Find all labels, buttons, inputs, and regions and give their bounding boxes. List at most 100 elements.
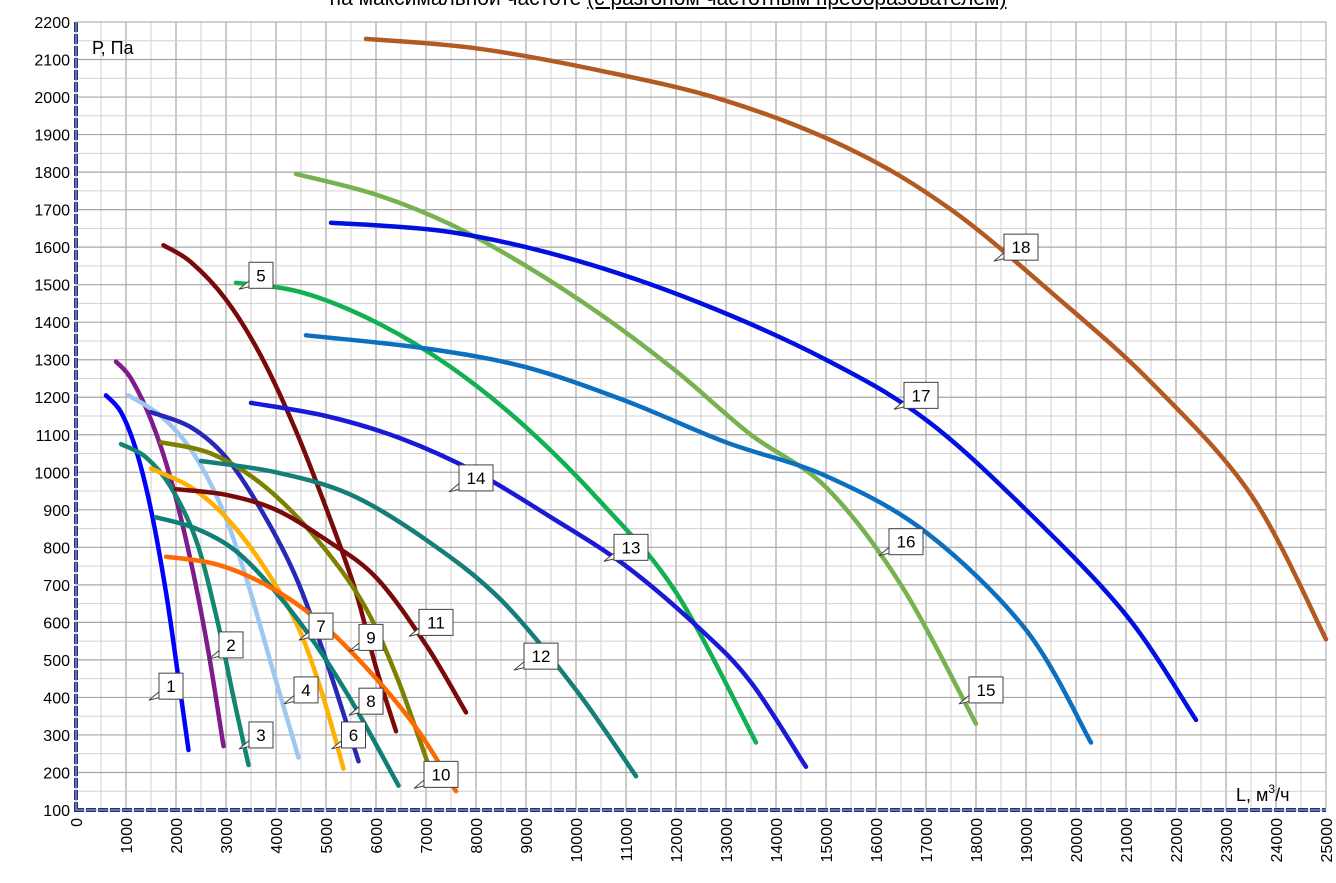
series-label: 11 xyxy=(427,613,445,632)
series-callout-16: 16 xyxy=(878,528,924,557)
x-axis-label-sup: 3 xyxy=(1268,782,1275,796)
series-label: 17 xyxy=(912,386,931,405)
x-tick-label: 17000 xyxy=(919,818,936,863)
callout-box xyxy=(418,608,454,636)
x-tick-label: 16000 xyxy=(869,818,886,863)
x-tick-label: 13000 xyxy=(719,818,736,863)
series-label: 5 xyxy=(256,266,265,285)
y-tick-label: 100 xyxy=(43,803,70,820)
series-line-4 xyxy=(126,393,301,760)
x-tick-label: 21000 xyxy=(1119,818,1136,863)
chart-title: на максимальной частоте (с разгоном част… xyxy=(0,0,1336,11)
y-tick-label: 1700 xyxy=(34,203,70,220)
y-tick-label: 2200 xyxy=(34,15,70,32)
series-line-13 xyxy=(233,280,759,745)
series-callout-15: 15 xyxy=(958,676,1004,705)
series-callout-5: 5 xyxy=(238,261,274,290)
series-label: 2 xyxy=(226,636,235,655)
callout-box xyxy=(293,676,319,704)
grid xyxy=(75,21,1327,811)
series-label: 10 xyxy=(432,765,451,784)
y-tick-label: 1500 xyxy=(34,278,70,295)
chart-title-underlined: (с разгоном частотным преобразователем) xyxy=(587,0,1006,10)
callout-box xyxy=(423,760,459,788)
series-line-11 xyxy=(173,486,469,715)
x-tick-label: 19000 xyxy=(1019,818,1036,863)
series-line-7 xyxy=(148,466,346,771)
x-tick-label: 12000 xyxy=(669,818,686,863)
series-label: 6 xyxy=(349,726,358,745)
series-callout-12: 12 xyxy=(513,642,559,671)
x-tick-label: 14000 xyxy=(769,818,786,863)
callout-box xyxy=(248,261,274,289)
series-line-3 xyxy=(118,441,251,768)
x-tick-label: 22000 xyxy=(1169,818,1186,863)
series-label: 18 xyxy=(1012,238,1031,257)
y-tick-label: 1300 xyxy=(34,353,70,370)
callout-box xyxy=(341,721,366,749)
series-label: 4 xyxy=(301,681,310,700)
series-line-6 xyxy=(148,409,361,764)
callout-box xyxy=(968,676,1004,704)
y-tick-label: 1900 xyxy=(34,128,70,145)
x-tick-label: 23000 xyxy=(1219,818,1236,863)
callout-box xyxy=(358,623,384,651)
series-label: 15 xyxy=(977,681,996,700)
y-tick-label: 600 xyxy=(43,615,70,632)
series-callout-18: 18 xyxy=(993,233,1039,262)
y-tick-label: 900 xyxy=(43,503,70,520)
series-label: 8 xyxy=(366,692,375,711)
callout-box xyxy=(903,381,939,409)
series-line-15 xyxy=(293,171,979,726)
y-tick-label: 2100 xyxy=(34,53,70,70)
x-tick-label: 25000 xyxy=(1319,818,1336,863)
y-tick-label: 1100 xyxy=(36,428,71,445)
callout-box xyxy=(613,533,649,561)
series-callout-10: 10 xyxy=(413,760,459,789)
series-line-18 xyxy=(363,36,1329,642)
series-line-17 xyxy=(328,220,1199,723)
series-callout-7: 7 xyxy=(298,612,334,641)
series-label: 16 xyxy=(897,533,916,552)
y-tick-label: 700 xyxy=(43,578,70,595)
y-tick-label: 300 xyxy=(43,728,70,745)
series-line-14 xyxy=(248,400,809,770)
x-tick-label: 11000 xyxy=(619,818,636,861)
x-axis-label-suffix: /ч xyxy=(1275,785,1289,805)
series-label: 1 xyxy=(166,677,175,696)
tick-layer: 1002003004005006007008009001000110012001… xyxy=(34,15,1336,863)
series-line-16 xyxy=(303,333,1094,745)
series-label: 12 xyxy=(532,647,551,666)
callout-box xyxy=(523,642,559,670)
series-label: 3 xyxy=(256,726,265,745)
y-tick-label: 1800 xyxy=(34,165,70,182)
x-axis-label-main: L, м xyxy=(1236,785,1268,805)
x-tick-label: 8000 xyxy=(469,818,486,854)
series-label: 13 xyxy=(622,538,641,557)
y-tick-label: 1600 xyxy=(34,240,70,257)
series-label: 9 xyxy=(366,628,375,647)
x-tick-label: 15000 xyxy=(819,818,836,863)
y-tick-label: 2000 xyxy=(34,90,70,107)
callout-box xyxy=(1003,233,1039,261)
x-tick-label: 6000 xyxy=(369,818,386,854)
y-tick-label: 1200 xyxy=(34,390,70,407)
x-tick-label: 18000 xyxy=(969,818,986,863)
y-tick-label: 1400 xyxy=(34,315,70,332)
callout-box xyxy=(358,687,384,715)
x-tick-label: 24000 xyxy=(1269,818,1286,863)
series-callout-13: 13 xyxy=(603,533,649,562)
x-tick-label: 2000 xyxy=(169,818,186,854)
callout-box xyxy=(218,631,244,659)
series-callout-17: 17 xyxy=(893,381,939,410)
x-tick-label: 3000 xyxy=(219,818,236,854)
y-axis-label: Р, Па xyxy=(92,38,135,58)
y-tick-label: 800 xyxy=(43,540,70,557)
x-tick-label: 4000 xyxy=(269,818,286,854)
callout-box xyxy=(158,672,184,700)
x-tick-label: 1000 xyxy=(119,818,136,854)
y-tick-label: 400 xyxy=(43,690,70,707)
series-callout-14: 14 xyxy=(448,464,494,493)
callout-box xyxy=(888,528,924,556)
